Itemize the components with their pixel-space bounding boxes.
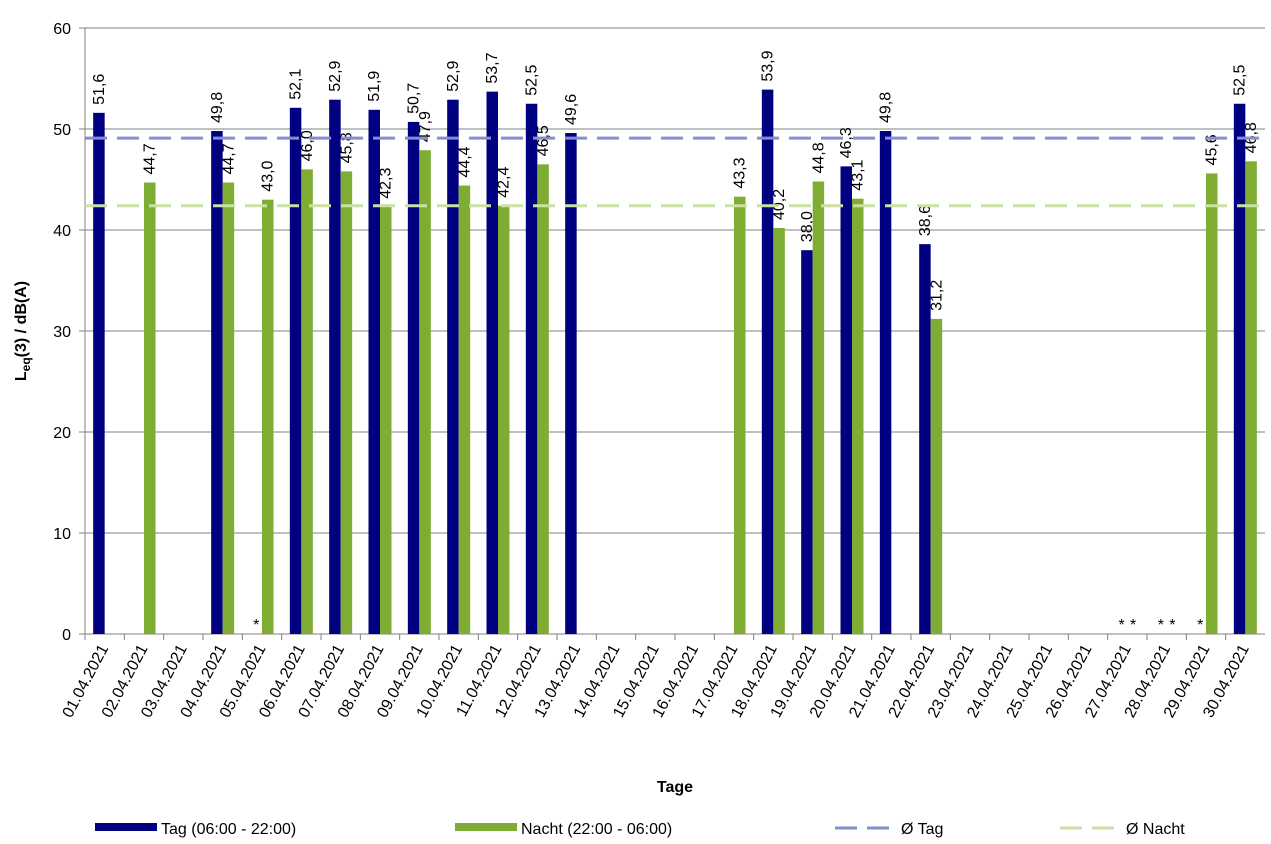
value-label: 44,7 xyxy=(220,143,237,174)
y-tick-label: 0 xyxy=(62,627,71,644)
value-label: 46,3 xyxy=(838,127,855,158)
bar xyxy=(1245,161,1257,634)
value-label: 46,5 xyxy=(535,125,552,156)
bar xyxy=(486,91,498,634)
y-axis-label: Leq(3) / dB(A) xyxy=(13,281,33,381)
value-label: * xyxy=(1118,617,1124,634)
value-label: 44,8 xyxy=(810,142,827,173)
bar xyxy=(262,199,274,634)
value-label: 52,9 xyxy=(445,60,462,91)
value-label: 47,9 xyxy=(417,111,434,142)
value-label: 53,7 xyxy=(484,52,501,83)
value-label: * xyxy=(1130,617,1136,634)
bar xyxy=(852,198,864,634)
y-label-rest: (3) / dB(A) xyxy=(13,281,30,357)
legend-label: Ø Tag xyxy=(901,821,943,838)
value-label: 44,7 xyxy=(142,143,159,174)
bar xyxy=(734,196,746,635)
value-label: 43,3 xyxy=(732,157,749,188)
bar xyxy=(222,182,235,634)
bar xyxy=(498,205,510,634)
value-label: 51,9 xyxy=(366,71,383,102)
value-label: 45,6 xyxy=(1204,134,1221,165)
bar xyxy=(447,99,459,634)
value-label: 51,6 xyxy=(91,74,108,105)
bar xyxy=(1233,103,1246,634)
value-label: 38,0 xyxy=(799,211,816,242)
bar xyxy=(329,99,341,634)
value-label: 52,5 xyxy=(1232,65,1249,96)
bar xyxy=(211,131,223,634)
legend-label: Tag (06:00 - 22:00) xyxy=(161,821,296,838)
value-label: 44,4 xyxy=(456,146,473,177)
y-tick-label: 60 xyxy=(53,21,71,38)
value-label: 49,8 xyxy=(209,92,226,123)
y-tick-label: 50 xyxy=(53,122,71,139)
bar xyxy=(301,169,313,634)
y-tick-label: 20 xyxy=(53,425,71,442)
bar xyxy=(525,103,538,634)
value-label: 43,1 xyxy=(850,159,867,190)
bar xyxy=(340,171,353,635)
y-tick-label: 10 xyxy=(53,526,71,543)
bar xyxy=(407,121,420,635)
value-label: * xyxy=(1197,617,1203,634)
bar xyxy=(419,150,431,634)
bar xyxy=(537,164,549,634)
value-label: 46,0 xyxy=(299,130,316,161)
value-label: 38,6 xyxy=(917,205,934,236)
bar xyxy=(144,182,156,634)
bar xyxy=(930,318,943,634)
legend-swatch xyxy=(95,823,157,831)
y-tick-label: 40 xyxy=(53,223,71,240)
bar xyxy=(368,109,380,634)
value-label: 31,2 xyxy=(928,280,945,311)
bar xyxy=(840,166,852,634)
bar xyxy=(812,181,825,634)
value-label: 52,1 xyxy=(288,69,305,100)
value-label: 40,2 xyxy=(771,189,788,220)
bar xyxy=(458,185,471,634)
value-label: * xyxy=(1158,617,1164,634)
x-axis-label: Tage xyxy=(657,779,693,796)
value-label: 42,3 xyxy=(378,168,395,199)
legend-label: Ø Nacht xyxy=(1126,821,1185,838)
value-label: 52,5 xyxy=(524,65,541,96)
bar xyxy=(773,227,785,635)
bar xyxy=(1206,173,1218,634)
bar xyxy=(761,89,774,635)
y-label-main: L xyxy=(13,371,30,381)
bar xyxy=(565,133,577,635)
bar xyxy=(801,250,813,634)
bar xyxy=(919,244,931,634)
value-label: 52,9 xyxy=(327,60,344,91)
value-label: 53,9 xyxy=(760,50,777,81)
value-label: 50,7 xyxy=(406,83,423,114)
y-tick-label: 30 xyxy=(53,324,71,341)
value-label: 43,0 xyxy=(260,160,277,191)
bar xyxy=(93,112,105,635)
bar xyxy=(879,131,892,634)
value-label: 42,4 xyxy=(496,167,513,198)
value-label: 49,8 xyxy=(878,92,895,123)
value-label: 49,6 xyxy=(563,94,580,125)
legend-label: Nacht (22:00 - 06:00) xyxy=(521,821,672,838)
bar xyxy=(289,107,302,635)
value-label: 45,8 xyxy=(338,132,355,163)
bar xyxy=(380,206,392,634)
value-label: * xyxy=(253,617,259,634)
legend-swatch xyxy=(455,823,517,831)
y-label-sub: eq xyxy=(19,357,33,371)
value-label: * xyxy=(1169,617,1175,634)
